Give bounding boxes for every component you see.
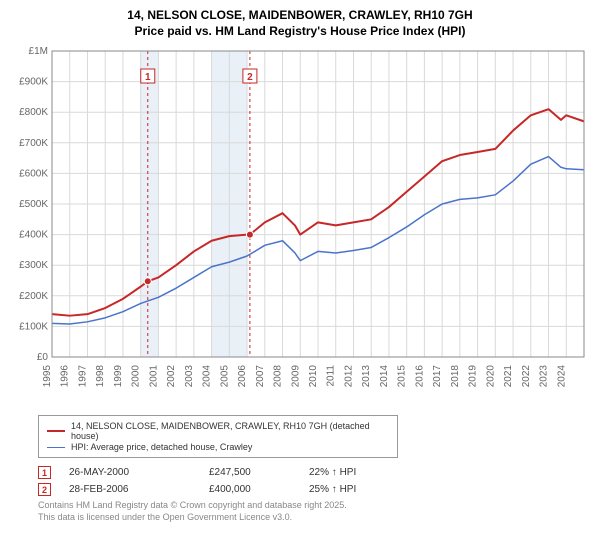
svg-text:2: 2 [247, 72, 253, 83]
svg-text:2019: 2019 [468, 365, 479, 388]
legend-label: 14, NELSON CLOSE, MAIDENBOWER, CRAWLEY, … [71, 421, 389, 441]
line-chart-svg: £0 £100K £200K £300K £400K £500K £600K £700K £80… [10, 45, 590, 405]
chart-container: 14, NELSON CLOSE, MAIDENBOWER, CRAWLEY, … [0, 0, 600, 530]
transaction-marker: 1 [38, 466, 51, 479]
svg-text:£0: £0 [37, 352, 49, 363]
legend-swatch [47, 447, 65, 448]
svg-text:£800K: £800K [19, 107, 48, 118]
svg-text:2010: 2010 [308, 365, 319, 388]
svg-text:2002: 2002 [166, 365, 177, 388]
legend-box: 14, NELSON CLOSE, MAIDENBOWER, CRAWLEY, … [38, 415, 398, 458]
svg-text:2005: 2005 [219, 365, 230, 388]
transaction-table: 1 26-MAY-2000£247,50022% ↑ HPI 2 28-FEB-200… [38, 466, 590, 496]
svg-text:2014: 2014 [379, 365, 390, 388]
legend-label: HPI: Average price, detached house, Craw… [71, 442, 252, 452]
chart-area: £0 £100K £200K £300K £400K £500K £600K £700K £80… [10, 45, 590, 405]
svg-text:2021: 2021 [503, 365, 514, 388]
title-subtitle: Price paid vs. HM Land Registry's House … [10, 24, 590, 40]
svg-text:2023: 2023 [539, 365, 550, 388]
svg-text:£200K: £200K [19, 291, 48, 302]
svg-text:2000: 2000 [131, 365, 142, 388]
transaction-hpi-delta: 22% ↑ HPI [309, 467, 429, 478]
svg-text:£600K: £600K [19, 169, 48, 180]
title-address: 14, NELSON CLOSE, MAIDENBOWER, CRAWLEY, … [10, 8, 590, 24]
footer-line-1: Contains HM Land Registry data © Crown c… [38, 500, 590, 512]
svg-text:£400K: £400K [19, 230, 48, 241]
svg-text:2006: 2006 [237, 365, 248, 388]
footer-block: Contains HM Land Registry data © Crown c… [38, 500, 590, 523]
transaction-price: £247,500 [209, 467, 309, 478]
transaction-row: 2 28-FEB-2006£400,00025% ↑ HPI [38, 483, 590, 496]
transaction-hpi-delta: 25% ↑ HPI [309, 484, 429, 495]
legend-row: HPI: Average price, detached house, Craw… [47, 442, 389, 452]
svg-text:1995: 1995 [42, 365, 53, 388]
svg-text:2024: 2024 [556, 365, 567, 388]
legend-swatch [47, 430, 65, 432]
svg-text:2012: 2012 [343, 365, 354, 388]
svg-text:1998: 1998 [95, 365, 106, 388]
svg-text:2004: 2004 [202, 365, 213, 388]
svg-text:2003: 2003 [184, 365, 195, 388]
svg-text:2020: 2020 [485, 365, 496, 388]
svg-text:2016: 2016 [414, 365, 425, 388]
svg-text:£1M: £1M [29, 46, 48, 57]
svg-text:2022: 2022 [521, 365, 532, 388]
transaction-date: 26-MAY-2000 [69, 467, 209, 478]
svg-text:£700K: £700K [19, 138, 48, 149]
svg-text:£500K: £500K [19, 199, 48, 210]
svg-text:2017: 2017 [432, 365, 443, 388]
svg-text:2013: 2013 [361, 365, 372, 388]
svg-text:1999: 1999 [113, 365, 124, 388]
transaction-price: £400,000 [209, 484, 309, 495]
transaction-row: 1 26-MAY-2000£247,50022% ↑ HPI [38, 466, 590, 479]
svg-text:£900K: £900K [19, 77, 48, 88]
svg-text:2001: 2001 [148, 365, 159, 388]
transaction-date: 28-FEB-2006 [69, 484, 209, 495]
footer-line-2: This data is licensed under the Open Gov… [38, 512, 590, 524]
title-block: 14, NELSON CLOSE, MAIDENBOWER, CRAWLEY, … [10, 8, 590, 39]
svg-text:2011: 2011 [326, 365, 337, 387]
legend-row: 14, NELSON CLOSE, MAIDENBOWER, CRAWLEY, … [47, 421, 389, 441]
svg-text:2018: 2018 [450, 365, 461, 388]
transaction-marker: 2 [38, 483, 51, 496]
svg-text:2007: 2007 [255, 365, 266, 388]
svg-text:1996: 1996 [60, 365, 71, 388]
svg-text:2008: 2008 [273, 365, 284, 388]
svg-text:£300K: £300K [19, 260, 48, 271]
svg-text:2009: 2009 [290, 365, 301, 388]
svg-text:2015: 2015 [397, 365, 408, 388]
svg-text:£100K: £100K [19, 322, 48, 333]
svg-text:1: 1 [145, 72, 151, 83]
svg-text:1997: 1997 [77, 365, 88, 388]
